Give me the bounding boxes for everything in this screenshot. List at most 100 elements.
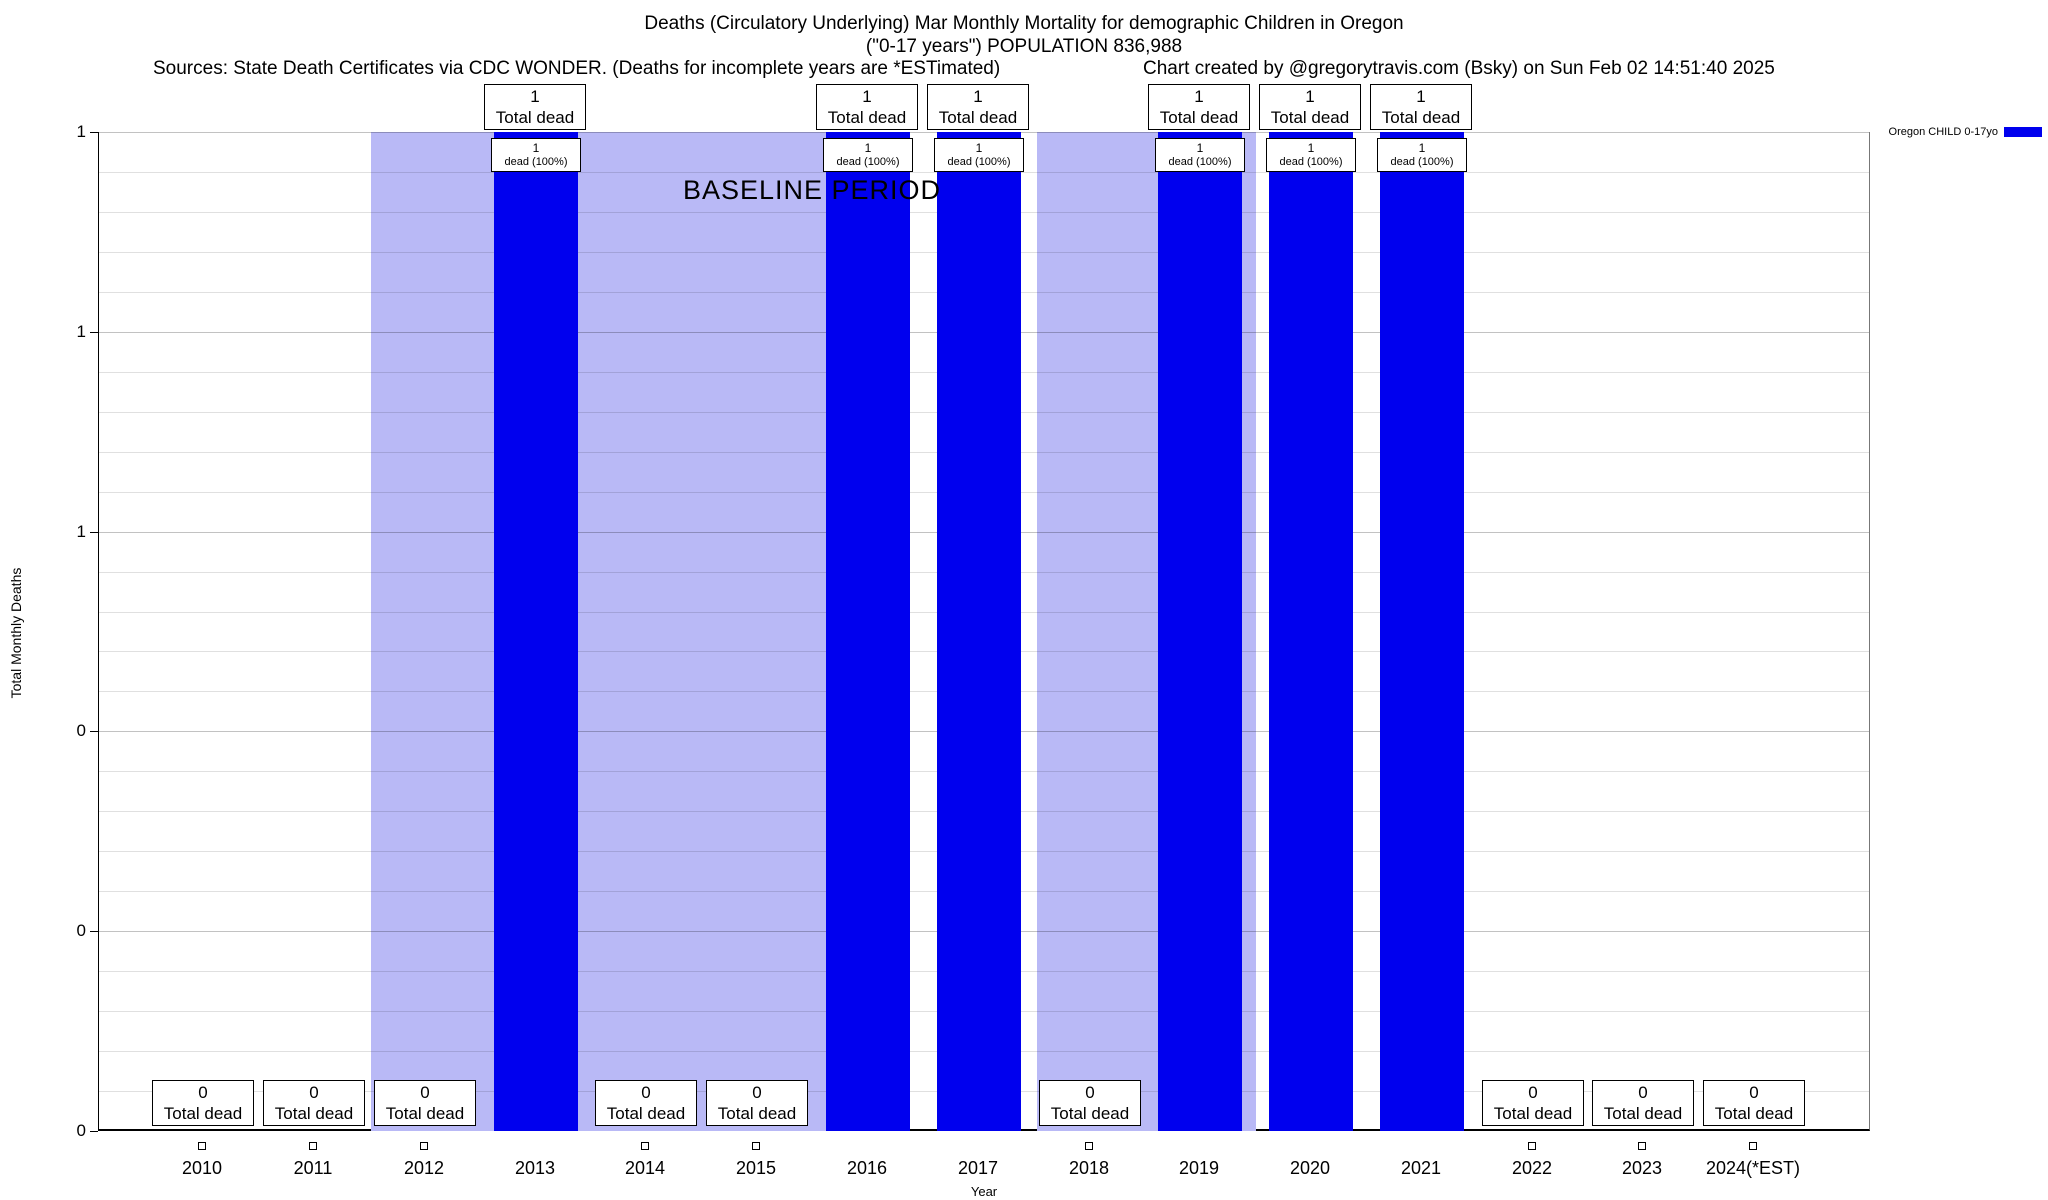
y-tick-mark: [90, 132, 98, 133]
value-label: 0: [1638, 1082, 1648, 1102]
value-label: 1: [864, 141, 872, 156]
plot-area: 0 Total dead 0 Total dead 0 Total dead 1 dead (…: [98, 132, 1870, 1131]
x-tick-label-2016: 2016: [846, 1158, 888, 1178]
zero-marker-2018: [1085, 1142, 1093, 1150]
bar-top-label-2019: 1 Total dead: [1148, 84, 1250, 130]
value-label: 1: [973, 86, 983, 106]
zero-label-2014: 0 Total dead: [595, 1080, 697, 1126]
caption-label: Total dead: [1603, 1104, 1683, 1123]
caption-label: Total dead: [1270, 108, 1350, 127]
bar-2021: [1380, 132, 1464, 1131]
zero-marker-2024(*EST): [1749, 1142, 1757, 1150]
caption-label: Total dead: [827, 108, 907, 127]
y-tick-label: 0: [76, 1121, 86, 1140]
caption-label: Total dead: [163, 1104, 243, 1123]
value-label: 1: [975, 141, 983, 156]
value-label: 0: [420, 1082, 430, 1102]
x-tick-label-2021: 2021: [1400, 1158, 1442, 1178]
baseline-period-shading: [1037, 132, 1158, 1131]
value-label: 1: [532, 141, 540, 156]
zero-marker-2023: [1638, 1142, 1646, 1150]
x-tick-label-2020: 2020: [1289, 1158, 1331, 1178]
value-label: 1: [1307, 141, 1315, 156]
caption-label: dead (100%): [1390, 155, 1454, 168]
y-tick-mark: [90, 1131, 98, 1132]
caption-label: Total dead: [1714, 1104, 1794, 1123]
legend: Oregon CHILD 0-17yo: [1889, 126, 2042, 138]
x-tick-label-2017: 2017: [957, 1158, 999, 1178]
caption-label: Total dead: [1159, 108, 1239, 127]
caption-label: dead (100%): [1279, 155, 1343, 168]
bar-inner-label-2013: 1 dead (100%): [491, 138, 581, 172]
value-label: 0: [198, 1082, 208, 1102]
chart-credit: Chart created by @gregorytravis.com (Bsk…: [1143, 58, 1775, 79]
x-tick-label-2023: 2023: [1621, 1158, 1663, 1178]
x-tick-label-2015: 2015: [735, 1158, 777, 1178]
value-label: 0: [309, 1082, 319, 1102]
value-label: 0: [1749, 1082, 1759, 1102]
baseline-period-shading: [371, 132, 826, 1131]
bar-top-label-2016: 1 Total dead: [816, 84, 918, 130]
value-label: 1: [1418, 141, 1426, 156]
bar-inner-label-2019: 1 dead (100%): [1155, 138, 1245, 172]
y-tick-label: 1: [76, 122, 86, 141]
caption-label: dead (100%): [504, 155, 568, 168]
y-tick-mark: [90, 931, 98, 932]
x-tick-label-2014: 2014: [624, 1158, 666, 1178]
bar-2019: [1158, 132, 1242, 1131]
caption-label: Total dead: [938, 108, 1018, 127]
x-tick-label-2019: 2019: [1178, 1158, 1220, 1178]
zero-marker-2010: [198, 1142, 206, 1150]
value-label: 1: [1305, 86, 1315, 106]
value-label: 1: [862, 86, 872, 106]
zero-label-2018: 0 Total dead: [1039, 1080, 1141, 1126]
bar-inner-label-2020: 1 dead (100%): [1266, 138, 1356, 172]
zero-label-2023: 0 Total dead: [1592, 1080, 1694, 1126]
caption-label: Total dead: [274, 1104, 354, 1123]
baseline-period-label: BASELINE PERIOD: [682, 175, 942, 205]
value-label: 0: [641, 1082, 651, 1102]
x-tick-label-2010: 2010: [181, 1158, 223, 1178]
zero-marker-2015: [752, 1142, 760, 1150]
zero-label-2010: 0 Total dead: [152, 1080, 254, 1126]
caption-label: Total dead: [1381, 108, 1461, 127]
zero-label-2012: 0 Total dead: [374, 1080, 476, 1126]
zero-marker-2012: [420, 1142, 428, 1150]
value-label: 0: [1528, 1082, 1538, 1102]
bar-inner-label-2016: 1 dead (100%): [823, 138, 913, 172]
caption-label: Total dead: [1493, 1104, 1573, 1123]
x-tick-label-2024(*EST): 2024(*EST): [1705, 1158, 1801, 1178]
y-tick-mark: [90, 532, 98, 533]
zero-label-2015: 0 Total dead: [706, 1080, 808, 1126]
bar-top-label-2020: 1 Total dead: [1259, 84, 1361, 130]
y-tick-label: 0: [76, 721, 86, 740]
bar-inner-label-2021: 1 dead (100%): [1377, 138, 1467, 172]
y-axis-label: Total Monthly Deaths: [8, 567, 24, 699]
x-tick-label-2018: 2018: [1068, 1158, 1110, 1178]
x-tick-label-2011: 2011: [293, 1158, 333, 1178]
zero-label-2011: 0 Total dead: [263, 1080, 365, 1126]
y-tick-label: 0: [76, 921, 86, 940]
value-label: 0: [752, 1082, 762, 1102]
legend-swatch-icon: [2004, 127, 2042, 137]
caption-label: Total dead: [606, 1104, 686, 1123]
value-label: 0: [1085, 1082, 1095, 1102]
y-tick-mark: [90, 332, 98, 333]
bar-inner-label-2017: 1 dead (100%): [934, 138, 1024, 172]
caption-label: dead (100%): [947, 155, 1011, 168]
chart-title-line2: ("0-17 years") POPULATION 836,988: [865, 36, 1183, 57]
caption-label: Total dead: [717, 1104, 797, 1123]
x-tick-label-2013: 2013: [514, 1158, 556, 1178]
x-tick-label-2012: 2012: [403, 1158, 445, 1178]
zero-marker-2014: [641, 1142, 649, 1150]
caption-label: Total dead: [1050, 1104, 1130, 1123]
bar-2013: [494, 132, 578, 1131]
zero-label-2022: 0 Total dead: [1482, 1080, 1584, 1126]
x-axis-label: Year: [970, 1184, 998, 1199]
chart-sources: Sources: State Death Certificates via CD…: [153, 58, 1001, 79]
value-label: 1: [1196, 141, 1204, 156]
value-label: 1: [530, 86, 540, 106]
bar-top-label-2021: 1 Total dead: [1370, 84, 1472, 130]
caption-label: Total dead: [495, 108, 575, 127]
